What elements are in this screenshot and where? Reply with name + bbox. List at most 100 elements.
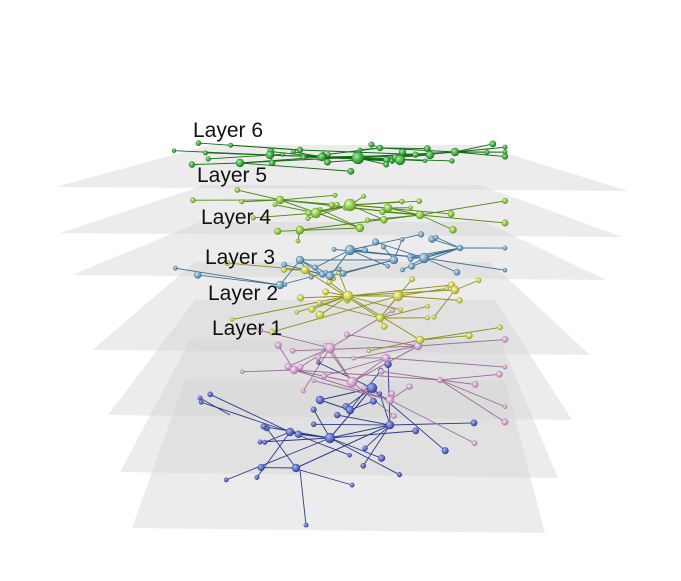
edge-layer-5: [419, 214, 506, 224]
node-layer-2: [274, 341, 282, 349]
edge-layer-6: [379, 147, 428, 150]
node-layer-1: [262, 439, 268, 445]
edge-layer-6: [454, 151, 506, 157]
node-layer-4: [281, 261, 288, 268]
node-layer-6: [280, 152, 286, 157]
edge-layer-2: [300, 347, 331, 368]
node-layer-5: [361, 193, 367, 199]
node-layer-6: [171, 148, 177, 153]
node-layer-3: [315, 310, 325, 320]
node-layer-4: [325, 271, 335, 281]
node-layer-6: [425, 150, 435, 160]
node-layer-5: [380, 216, 388, 224]
node-layer-6: [296, 146, 304, 154]
edge-layer-2: [293, 369, 441, 381]
node-layer-5: [449, 226, 457, 234]
node-layer-2: [391, 413, 397, 419]
edge-layer-2: [346, 334, 419, 347]
edge-layer-3: [227, 262, 306, 271]
node-layer-4: [385, 263, 391, 269]
node-layer-1: [311, 421, 317, 427]
node-layer-4: [502, 268, 508, 273]
node-layer-3: [296, 294, 305, 302]
edge-layer-1: [299, 469, 307, 526]
node-layer-6: [317, 152, 327, 162]
node-layer-5: [408, 205, 413, 210]
node-layer-6: [422, 158, 428, 164]
edge-layer-4: [329, 249, 351, 277]
node-layer-5: [275, 195, 285, 205]
node-layer-1: [285, 427, 295, 437]
edge-layer-4: [343, 259, 395, 274]
edge-layer-3: [304, 269, 381, 319]
node-layer-6: [195, 140, 202, 146]
node-layer-3: [415, 335, 425, 345]
node-layer-3: [425, 315, 431, 321]
layer-label-6: Layer 6: [193, 119, 263, 142]
node-layer-4: [372, 238, 380, 246]
node-layer-1: [362, 445, 368, 451]
node-layer-5: [502, 197, 509, 204]
edge-layer-3: [368, 339, 421, 352]
node-layer-3: [444, 286, 449, 291]
edge-layer-6: [208, 154, 271, 160]
node-layer-5: [379, 208, 386, 216]
node-layer-5: [364, 217, 371, 223]
edge-layer-6: [270, 151, 323, 158]
node-layer-1: [207, 391, 214, 398]
plane-layer-1: [120, 340, 558, 478]
node-layer-6: [383, 161, 390, 168]
layer-label-1: Layer 1: [212, 317, 282, 340]
node-layer-1: [294, 430, 303, 438]
node-layer-5: [310, 207, 322, 219]
node-layer-6: [389, 158, 394, 164]
node-layer-6: [351, 151, 365, 165]
node-layer-2: [321, 372, 328, 379]
edge-layer-5: [237, 189, 281, 201]
node-layer-6: [412, 151, 419, 158]
node-layer-4: [344, 244, 356, 256]
node-layer-3: [497, 324, 504, 331]
edge-layer-4: [175, 267, 281, 286]
edge-layer-6: [454, 146, 506, 153]
edge-layer-2: [439, 379, 506, 423]
edge-layer-4: [197, 274, 281, 286]
edge-layer-3: [319, 295, 349, 316]
node-layer-1: [360, 462, 367, 469]
node-layer-4: [418, 231, 425, 238]
node-layer-3: [450, 285, 460, 295]
edge-layer-2: [389, 399, 475, 444]
node-layer-4: [456, 244, 464, 252]
edge-layer-2: [351, 357, 387, 383]
node-layer-2: [385, 395, 395, 405]
edge-layer-4: [349, 233, 422, 251]
node-layer-4: [339, 270, 347, 277]
edge-layer-1: [199, 397, 231, 416]
node-layer-4: [418, 252, 430, 264]
network-nodes: [171, 140, 509, 528]
node-layer-6: [450, 147, 460, 157]
edge-layer-2: [292, 345, 419, 352]
node-layer-6: [265, 150, 275, 160]
node-layer-4: [308, 274, 314, 280]
edge-layer-1: [329, 424, 391, 439]
node-layer-1: [257, 439, 263, 445]
node-layer-3: [392, 290, 404, 302]
node-layer-1: [291, 463, 301, 473]
node-layer-1: [470, 419, 478, 427]
node-layer-1: [315, 395, 325, 405]
edge-layer-2: [313, 380, 391, 401]
node-layer-5: [305, 215, 311, 221]
node-layer-2: [496, 370, 503, 378]
edge-layer-1: [210, 394, 291, 433]
node-layer-1: [369, 397, 377, 405]
node-layer-2: [361, 385, 368, 391]
edge-layer-1: [337, 414, 391, 426]
node-layer-3: [375, 313, 385, 323]
edge-layer-4: [299, 259, 323, 275]
edge-layer-3: [379, 305, 428, 319]
edge-layer-1: [329, 430, 416, 439]
edge-layer-1: [299, 469, 353, 486]
node-layer-5: [332, 192, 338, 198]
edge-layer-4: [314, 249, 351, 269]
